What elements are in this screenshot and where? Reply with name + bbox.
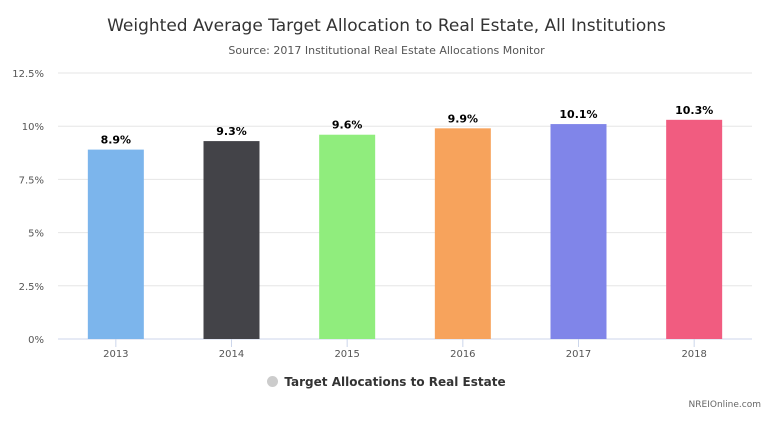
y-tick-label: 5% bbox=[28, 229, 44, 240]
chart-subtitle: Source: 2017 Institutional Real Estate A… bbox=[228, 44, 545, 57]
x-tick-label: 2013 bbox=[103, 349, 128, 360]
x-tick-label: 2018 bbox=[681, 349, 706, 360]
bar bbox=[87, 149, 144, 339]
bar bbox=[434, 128, 491, 339]
bar bbox=[203, 141, 260, 339]
x-tick-label: 2015 bbox=[334, 349, 359, 360]
data-label: 8.9% bbox=[101, 134, 132, 147]
y-tick-label: 10% bbox=[22, 122, 44, 133]
credit-label[interactable]: NREIOnline.com bbox=[688, 400, 761, 410]
data-label: 9.9% bbox=[448, 112, 479, 125]
y-tick-label: 12.5% bbox=[12, 69, 44, 80]
data-label: 9.3% bbox=[216, 125, 247, 138]
bar bbox=[550, 124, 607, 340]
chart-title: Weighted Average Target Allocation to Re… bbox=[107, 16, 666, 36]
x-tick-label: 2017 bbox=[566, 349, 591, 360]
data-label: 9.6% bbox=[332, 119, 363, 132]
bar bbox=[666, 119, 723, 339]
legend-marker-icon bbox=[267, 376, 279, 387]
bar bbox=[319, 134, 376, 339]
y-tick-label: 2.5% bbox=[19, 282, 44, 293]
legend-label: Target Allocations to Real Estate bbox=[284, 375, 506, 389]
data-label: 10.3% bbox=[675, 104, 713, 117]
x-tick-label: 2016 bbox=[450, 349, 475, 360]
y-tick-label: 0% bbox=[28, 335, 44, 346]
y-tick-label: 7.5% bbox=[19, 175, 44, 186]
legend[interactable]: Target Allocations to Real Estate bbox=[0, 375, 773, 389]
x-tick-label: 2014 bbox=[219, 349, 244, 360]
data-label: 10.1% bbox=[559, 108, 597, 121]
